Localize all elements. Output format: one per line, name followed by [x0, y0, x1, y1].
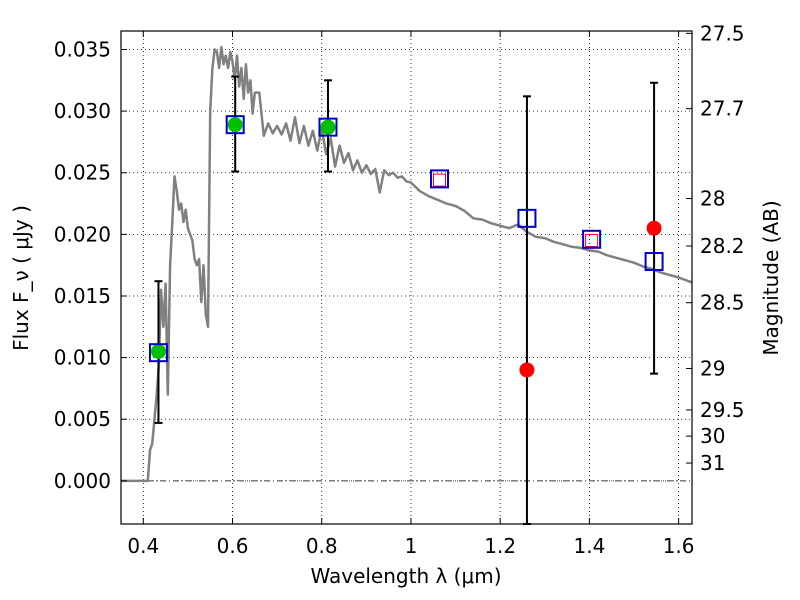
- small-red-square: [433, 173, 447, 187]
- right-tick-label: 30: [700, 424, 725, 448]
- green-point: [227, 117, 243, 133]
- marker-series: [148, 115, 664, 378]
- y-tick-label: 0.025: [54, 161, 111, 185]
- right-tick-label: 28: [700, 187, 725, 211]
- right-tick-label: 31: [700, 451, 725, 475]
- y-tick-label: 0.010: [54, 346, 111, 370]
- red-point: [646, 220, 662, 236]
- right-tick-label: 29.5: [700, 398, 745, 422]
- grid: [121, 31, 692, 524]
- x-tick-label: 1.6: [663, 534, 695, 558]
- y-tick-label: 0.020: [54, 222, 111, 246]
- blue-square: [644, 251, 664, 271]
- right-tick-label: 27.5: [700, 21, 745, 45]
- right-axis-title: Magnitude (AB): [759, 200, 783, 355]
- blue-square: [430, 169, 450, 189]
- blue-square: [225, 115, 245, 135]
- blue-square: [318, 117, 338, 137]
- x-tick-label: 0.6: [217, 534, 249, 558]
- y-tick-label: 0.015: [54, 284, 111, 308]
- axis-ticks: [121, 31, 692, 524]
- blue-square: [148, 343, 168, 363]
- x-tick-label: 1.2: [484, 534, 516, 558]
- right-tick-label: 28.5: [700, 291, 745, 315]
- blue-square: [517, 208, 537, 228]
- x-axis-title: Wavelength λ (μm): [310, 564, 501, 588]
- x-tick-label: 0.8: [306, 534, 338, 558]
- right-tick-labels: 27.5 27.7 28 28.2 28.5 29 29.530 31: [700, 21, 745, 475]
- y-tick-label: 0.000: [54, 469, 111, 493]
- spectrum-line: [121, 45, 693, 483]
- x-tick-label: 0.4: [127, 534, 159, 558]
- x-tick-label: 1.4: [573, 534, 605, 558]
- right-tick-label: 29: [700, 356, 725, 380]
- plot-frame: [120, 30, 693, 525]
- errorbar-series: [154, 75, 659, 525]
- red-point: [519, 362, 535, 378]
- y-tick-label: 0.035: [54, 37, 111, 61]
- right-tick-label: 27.7: [700, 97, 745, 121]
- x-tick-labels: 0.4 0.6 0.8 1 1.2 1.4 1.6: [127, 534, 694, 558]
- green-point: [150, 343, 166, 359]
- y-tick-labels: 0.000 0.005 0.010 0.015 0.020 0.025 0.030 0.035: [54, 37, 111, 492]
- spectrum-series: [121, 45, 693, 483]
- small-red-square: [585, 234, 599, 248]
- x-tick-label: 1: [405, 534, 418, 558]
- right-tick-label: 28.2: [700, 234, 745, 258]
- green-point: [320, 119, 336, 135]
- y-tick-label: 0.005: [54, 407, 111, 431]
- y-axis-title: Flux F_ν ( μJy ): [9, 205, 33, 351]
- blue-square: [582, 229, 602, 249]
- errorbar: [522, 95, 531, 525]
- y-tick-label: 0.030: [54, 99, 111, 123]
